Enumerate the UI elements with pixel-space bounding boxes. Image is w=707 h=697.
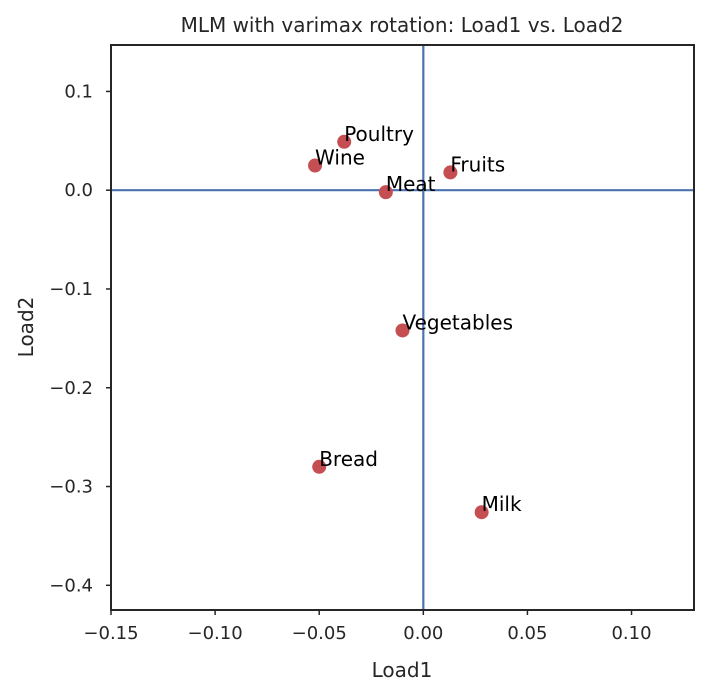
y-tick-label: 0.1 [64, 81, 93, 102]
y-tick-label: −0.4 [49, 575, 93, 596]
x-tick-label: −0.05 [292, 623, 347, 644]
point-label-fruits: Fruits [450, 152, 505, 176]
point-label-milk: Milk [482, 492, 522, 516]
x-tick-label: 0.10 [611, 623, 651, 644]
x-axis-title: Load1 [372, 658, 433, 682]
data-point-fruits [443, 165, 458, 180]
y-axis-ticks: 0.1 0.0 −0.1 −0.2 −0.3 −0.4 [49, 81, 111, 596]
y-tick-label: −0.3 [49, 477, 93, 498]
y-axis-title: Load2 [14, 297, 38, 358]
data-points [308, 134, 489, 520]
data-point-poultry [337, 134, 352, 149]
data-point-vegetables [395, 323, 410, 338]
point-label-wine: Wine [315, 146, 365, 170]
chart-title: MLM with varimax rotation: Load1 vs. Loa… [181, 13, 624, 37]
plot-frame [110, 44, 695, 611]
point-label-vegetables: Vegetables [403, 310, 514, 334]
y-tick-label: 0.0 [64, 180, 93, 201]
reference-lines [111, 45, 694, 610]
data-point-wine [308, 158, 323, 173]
data-point-meat [378, 185, 393, 200]
x-axis-ticks: −0.15 −0.10 −0.05 0.00 0.05 0.10 [83, 610, 652, 644]
point-label-poultry: Poultry [344, 122, 414, 146]
point-label-meat: Meat [386, 172, 436, 196]
point-label-bread: Bread [319, 447, 378, 471]
data-point-milk [474, 505, 489, 520]
x-tick-label: −0.15 [83, 623, 138, 644]
y-tick-label: −0.1 [49, 279, 93, 300]
data-point-bread [312, 459, 327, 474]
x-tick-label: −0.10 [188, 623, 243, 644]
y-tick-label: −0.2 [49, 378, 93, 399]
x-tick-label: 0.00 [403, 623, 443, 644]
x-tick-label: 0.05 [507, 623, 547, 644]
